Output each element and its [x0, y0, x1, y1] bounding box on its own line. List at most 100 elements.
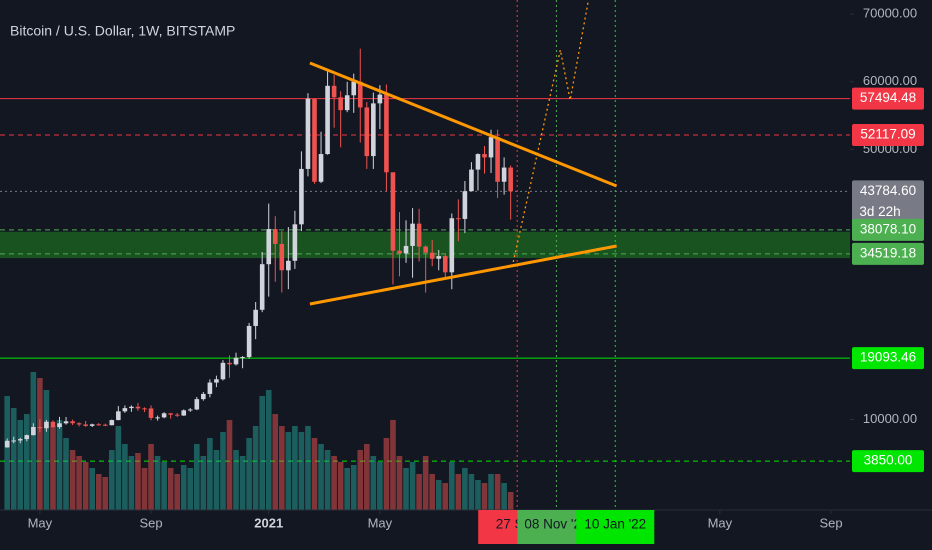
volume-bar: [76, 456, 82, 510]
candle-body: [201, 393, 206, 400]
volume-bar: [180, 465, 187, 510]
candle-body: [482, 154, 487, 158]
candle-body: [122, 408, 128, 412]
volume-bar: [383, 438, 390, 510]
volume-bar: [30, 372, 37, 510]
candle-body: [96, 424, 102, 426]
candle-body: [246, 325, 252, 358]
volume-bar: [462, 468, 468, 510]
volume-bar: [115, 426, 122, 510]
candle-body: [89, 424, 95, 426]
price-badge-label: 57494.48: [860, 90, 916, 105]
candle-body: [207, 382, 213, 394]
candle-body: [377, 94, 383, 104]
candle-body: [31, 427, 36, 436]
candle-body: [423, 246, 428, 253]
candle-body: [397, 250, 402, 254]
candle-body: [4, 440, 10, 448]
candle-body: [116, 411, 121, 421]
candle-body: [331, 85, 337, 98]
price-badge: [852, 87, 924, 110]
volume-bar: [422, 456, 429, 510]
price-badge-label: 19093.46: [860, 350, 916, 365]
volume-bar: [285, 432, 292, 510]
price-badge: [852, 180, 924, 223]
volume-bar: [252, 426, 259, 510]
price-badge: [852, 218, 924, 241]
time-badge-label: 10 Jan '22: [584, 517, 646, 532]
x-tick-label: May: [708, 515, 733, 530]
price-badge-label: 38078.10: [860, 221, 916, 236]
volume-bar: [305, 426, 311, 510]
candle-body: [449, 218, 455, 273]
candle-body: [357, 81, 363, 108]
volume-bar: [102, 477, 109, 510]
time-axis: [0, 510, 932, 550]
candle-body: [456, 218, 461, 220]
candle-body: [83, 424, 88, 426]
x-tick-label: May: [368, 515, 393, 530]
volume-bar: [128, 456, 135, 510]
volume-bar: [239, 456, 246, 510]
trend-drawing: [309, 61, 618, 188]
candle-body: [416, 223, 422, 247]
candle-body: [508, 167, 513, 192]
candle-body: [364, 107, 370, 157]
volume-bar: [429, 474, 435, 510]
volume-bar: [442, 483, 449, 510]
volume-bar: [4, 396, 10, 510]
candle-body: [76, 423, 82, 425]
y-tick-label: 60000.00: [863, 73, 917, 88]
volume-bar: [377, 462, 383, 510]
volume-bar: [370, 456, 377, 510]
volume-bar: [226, 420, 233, 510]
volume-bar: [141, 468, 148, 510]
volume-bar: [357, 450, 364, 510]
volume-bar: [494, 474, 501, 510]
volume-bar: [10, 408, 17, 510]
volume-bar: [331, 456, 337, 510]
volume-bar: [50, 426, 56, 510]
volume-bar: [364, 444, 370, 510]
x-tick-label: May: [28, 515, 53, 530]
price-badge-label: 52117.09: [860, 127, 915, 142]
volume-bar: [409, 462, 416, 510]
candle-body: [253, 309, 258, 326]
volume-bar: [507, 492, 514, 510]
candle-body: [37, 427, 43, 429]
candle-body: [266, 229, 272, 265]
volume-bar: [350, 465, 357, 510]
candle-body: [102, 424, 108, 426]
volume-bar: [455, 474, 462, 510]
volume-bar: [311, 438, 318, 510]
candle-body: [109, 420, 115, 426]
candle-body: [384, 94, 389, 173]
volume-bar: [148, 444, 154, 510]
candle-body: [194, 399, 200, 410]
price-badge-label: 34519.18: [860, 245, 916, 260]
candle-body: [17, 439, 23, 441]
volume-bar: [292, 426, 298, 510]
candle-body: [174, 414, 180, 416]
volume-bar: [396, 456, 403, 510]
time-badge: [576, 510, 655, 544]
volume-bar: [154, 456, 161, 510]
volume-bar: [468, 474, 475, 510]
volume-bar: [337, 462, 344, 510]
volume-bar: [37, 378, 43, 510]
volume-bar: [298, 432, 305, 510]
volume-bar: [82, 462, 89, 510]
candle-body: [57, 423, 62, 428]
volume-bar: [95, 474, 102, 510]
volume-bar: [56, 420, 63, 510]
volume-bar: [89, 468, 95, 510]
candle-body: [187, 409, 193, 411]
candle-body: [338, 97, 343, 111]
volume-bar: [109, 450, 115, 510]
x-tick-label: 2021: [254, 515, 283, 530]
candle-body: [63, 421, 69, 424]
candle-body: [129, 406, 134, 409]
